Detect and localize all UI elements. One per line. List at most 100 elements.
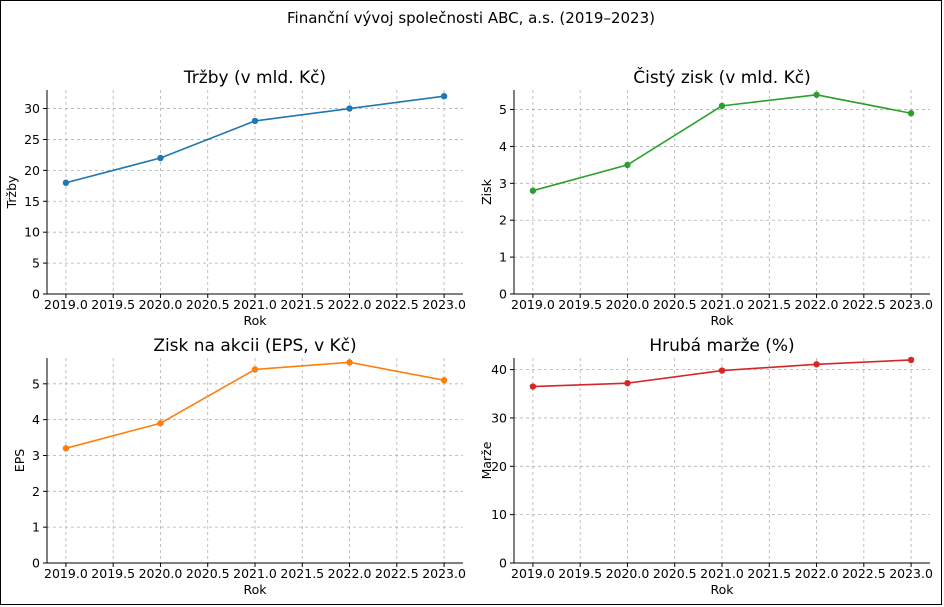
y-tick-label: 30	[24, 101, 40, 116]
x-tick-label: 2022.0	[795, 566, 839, 581]
y-tick-label: 3	[499, 176, 507, 191]
x-tick-label: 2021.0	[700, 566, 744, 581]
y-tick-label: 1	[32, 520, 40, 535]
data-point	[624, 161, 631, 169]
y-tick-label: 4	[32, 412, 40, 427]
data-point	[907, 356, 915, 364]
x-tick-label: 2019.0	[511, 566, 555, 581]
data-point	[624, 379, 631, 387]
x-axis-label: Rok	[710, 582, 734, 597]
chart-title: Čistý zisk (v mld. Kč)	[633, 66, 810, 88]
data-point	[529, 187, 537, 194]
y-axis-label: Marže	[479, 441, 494, 479]
data-point	[718, 102, 726, 110]
chart-panel-4: 2019.0 2019.5 2020.0 2020.5 2021.0 2021.5 2022…	[479, 336, 933, 597]
x-tick-label: 2019.5	[91, 297, 135, 312]
data-point	[346, 359, 353, 366]
y-tick-label: 30	[491, 410, 507, 425]
y-tick-label: 10	[491, 507, 507, 522]
data-point	[251, 117, 259, 125]
chart-panel-3: 2019.0 2019.5 2020.0 2020.5 2021.0 2021.5 2022…	[12, 336, 466, 597]
x-tick-label: 2020.5	[186, 297, 230, 312]
y-tick-label: 4	[499, 139, 507, 154]
x-tick-label: 2022.0	[328, 566, 372, 581]
x-tick-label: 2021.5	[747, 297, 791, 312]
data-point	[440, 377, 448, 384]
x-tick-label: 2019.5	[558, 566, 602, 581]
x-tick-label: 2022.0	[328, 297, 372, 312]
y-tick-label: 0	[32, 556, 40, 571]
data-point	[62, 445, 70, 452]
x-tick-label: 2020.0	[139, 566, 183, 581]
y-tick-label: 15	[24, 194, 40, 209]
y-tick-label: 2	[499, 213, 507, 228]
x-tick-label: 2019.0	[44, 297, 88, 312]
x-tick-label: 2021.0	[233, 566, 277, 581]
y-tick-label: 1	[499, 250, 507, 265]
data-point	[157, 154, 164, 162]
y-tick-label: 2	[32, 484, 40, 499]
x-tick-label: 2020.0	[606, 297, 650, 312]
y-tick-label: 25	[24, 132, 40, 147]
y-tick-label: 10	[24, 225, 40, 240]
data-point	[157, 420, 164, 427]
x-tick-label: 2021.5	[280, 566, 324, 581]
x-tick-label: 2021.5	[280, 297, 324, 312]
data-point	[440, 92, 448, 100]
chart-title: Zisk na akcii (EPS, v Kč)	[153, 336, 356, 356]
x-axis-label: Rok	[710, 313, 734, 328]
data-point	[346, 105, 353, 112]
x-tick-label: 2022.5	[375, 297, 419, 312]
x-tick-label: 2021.0	[233, 297, 277, 312]
y-tick-label: 3	[32, 448, 40, 463]
x-tick-label: 2020.5	[653, 297, 697, 312]
x-tick-label: 2020.0	[606, 566, 650, 581]
x-tick-label: 2023.0	[889, 297, 933, 312]
y-tick-label: 40	[491, 362, 507, 377]
y-tick-label: 20	[24, 163, 40, 178]
y-tick-label: 5	[499, 102, 507, 117]
x-tick-label: 2022.5	[842, 566, 886, 581]
x-tick-label: 2019.5	[91, 566, 135, 581]
figure-title: Finanční vývoj společnosti ABC, a.s. (20…	[287, 9, 655, 27]
y-axis-label: Tržby	[4, 175, 19, 209]
x-tick-label: 2023.0	[422, 566, 466, 581]
x-axis-label: Rok	[243, 313, 267, 328]
x-axis-label: Rok	[243, 582, 267, 597]
x-tick-label: 2022.5	[375, 566, 419, 581]
y-tick-label: 0	[499, 556, 507, 571]
x-tick-label: 2020.5	[653, 566, 697, 581]
data-point	[529, 383, 537, 390]
chart-title: Hrubá marže (%)	[649, 336, 794, 356]
chart-panel-1: 2019.0 2019.5 2020.0 2020.5 2021.0 2021.5 2022…	[4, 68, 466, 328]
x-tick-label: 2019.5	[558, 297, 602, 312]
data-point	[813, 361, 820, 368]
data-point	[813, 91, 820, 98]
y-tick-label: 20	[491, 459, 507, 474]
x-tick-label: 2021.5	[747, 566, 791, 581]
x-tick-label: 2023.0	[889, 566, 933, 581]
y-tick-label: 5	[32, 376, 40, 391]
y-axis-label: EPS	[12, 449, 27, 472]
data-point	[907, 110, 915, 117]
x-tick-label: 2021.0	[700, 297, 744, 312]
x-tick-label: 2020.5	[186, 566, 230, 581]
y-tick-label: 0	[499, 287, 507, 302]
x-tick-label: 2023.0	[422, 297, 466, 312]
data-point	[251, 366, 259, 373]
x-tick-label: 2019.0	[511, 297, 555, 312]
data-point	[62, 179, 70, 186]
series-line	[65, 361, 445, 450]
chart-title: Tržby (v mld. Kč)	[183, 68, 326, 88]
x-tick-label: 2020.0	[139, 297, 183, 312]
data-point	[718, 367, 726, 374]
x-tick-label: 2022.0	[795, 297, 839, 312]
y-tick-label: 5	[32, 256, 40, 271]
chart-panel-2: 2019.0 2019.5 2020.0 2020.5 2021.0 2021.5 2022…	[479, 66, 933, 328]
x-tick-label: 2022.5	[842, 297, 886, 312]
y-axis-label: Zisk	[479, 178, 494, 205]
x-tick-label: 2019.0	[44, 566, 88, 581]
y-tick-label: 0	[32, 287, 40, 302]
